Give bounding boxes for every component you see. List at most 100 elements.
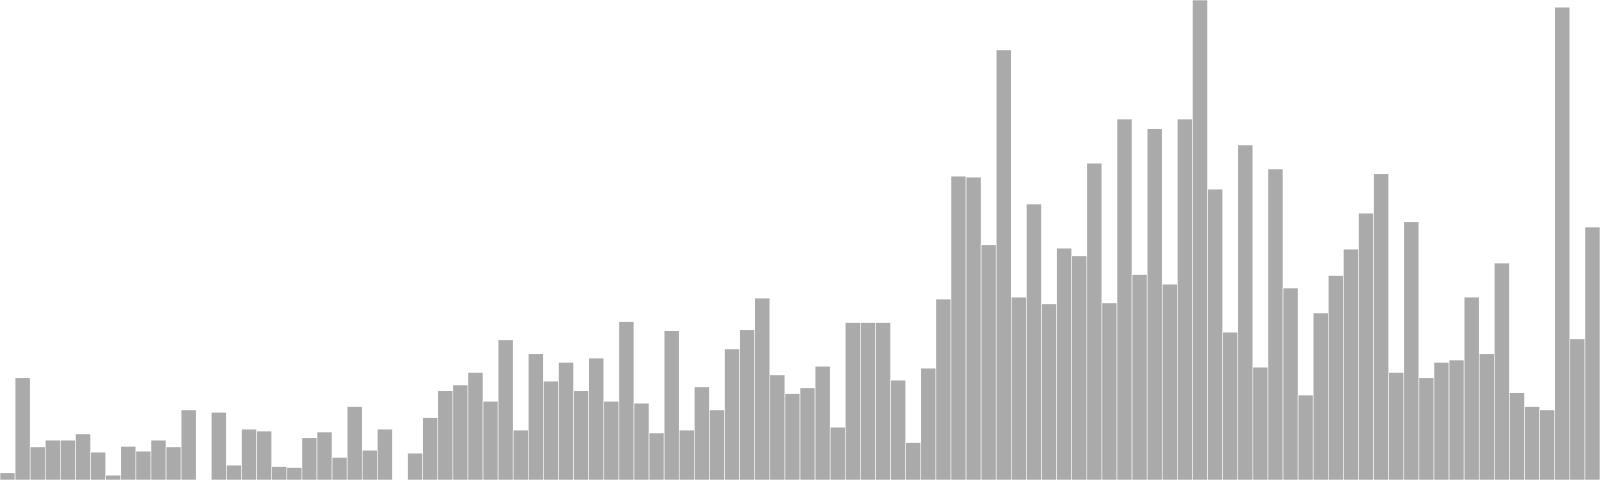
bar-45 xyxy=(663,330,680,480)
bar-52 xyxy=(769,374,786,480)
bar-18 xyxy=(256,430,272,480)
bar-29 xyxy=(422,417,439,480)
bar-44 xyxy=(648,432,665,480)
bar-96 xyxy=(1433,362,1450,480)
bar-105 xyxy=(1569,338,1586,480)
bar-54 xyxy=(799,387,816,480)
bar-65 xyxy=(965,176,982,480)
bar-25 xyxy=(361,449,378,480)
bar-33 xyxy=(482,400,499,480)
bar-19 xyxy=(271,466,288,480)
bar-13 xyxy=(180,409,197,480)
bar-85 xyxy=(1267,168,1284,480)
bar-70 xyxy=(1041,303,1057,480)
bar-35 xyxy=(512,429,529,480)
bar-66 xyxy=(980,244,997,480)
bar-20 xyxy=(286,467,303,480)
bar-106 xyxy=(1584,226,1600,480)
bar-46 xyxy=(678,429,695,480)
bar-78 xyxy=(1161,283,1178,480)
bar-93 xyxy=(1388,372,1405,480)
bar-82 xyxy=(1222,331,1239,480)
bar-81 xyxy=(1207,188,1223,480)
bar-94 xyxy=(1403,221,1420,480)
bar-75 xyxy=(1116,118,1133,480)
bar-49 xyxy=(724,348,740,480)
bar-72 xyxy=(1071,255,1088,480)
bar-41 xyxy=(603,400,620,480)
bar-79 xyxy=(1177,118,1193,480)
bar-55 xyxy=(814,365,831,480)
bar-76 xyxy=(1131,274,1148,480)
bar-99 xyxy=(1478,353,1495,480)
bar-50 xyxy=(739,329,756,480)
bar-73 xyxy=(1086,162,1103,480)
bar-69 xyxy=(1026,203,1042,480)
bar-59 xyxy=(875,322,891,480)
bar-8 xyxy=(105,474,122,480)
bar-63 xyxy=(935,298,952,480)
bar-11 xyxy=(150,439,167,480)
bar-17 xyxy=(241,428,257,480)
bar-80 xyxy=(1192,0,1208,480)
bar-83 xyxy=(1237,144,1254,480)
bar-60 xyxy=(890,379,906,480)
bar-64 xyxy=(950,175,967,480)
bar-90 xyxy=(1343,248,1359,480)
bar-24 xyxy=(346,406,363,480)
bar-39 xyxy=(573,390,589,480)
bar-30 xyxy=(437,390,454,480)
bar-51 xyxy=(754,297,771,480)
bar-104 xyxy=(1554,6,1571,480)
bar-38 xyxy=(558,362,574,480)
bar-56 xyxy=(829,426,846,480)
bar-36 xyxy=(527,353,544,480)
bar-100 xyxy=(1494,262,1510,480)
bar-87 xyxy=(1297,394,1314,480)
bar-12 xyxy=(165,446,182,480)
bar-26 xyxy=(377,428,393,480)
bar-28 xyxy=(407,452,423,480)
bar-98 xyxy=(1463,296,1480,480)
bar-4 xyxy=(44,439,61,480)
bar-7 xyxy=(90,451,106,480)
bar-97 xyxy=(1448,359,1465,480)
bar-58 xyxy=(860,322,876,480)
bar-86 xyxy=(1282,287,1299,480)
bar-95 xyxy=(1418,377,1435,480)
bar-74 xyxy=(1101,302,1118,480)
bar-31 xyxy=(452,384,469,480)
bar-103 xyxy=(1539,409,1556,480)
bar-16 xyxy=(226,464,242,480)
bar-2 xyxy=(14,377,31,480)
bar-6 xyxy=(75,433,91,480)
bar-32 xyxy=(467,372,484,480)
bar-57 xyxy=(844,322,861,480)
bar-22 xyxy=(316,431,333,480)
bar-88 xyxy=(1312,312,1329,480)
bar-48 xyxy=(709,409,725,480)
bar-37 xyxy=(543,380,559,480)
bar-77 xyxy=(1146,128,1163,480)
bar-102 xyxy=(1524,406,1540,480)
bar-71 xyxy=(1056,247,1072,480)
bar-42 xyxy=(618,321,635,480)
bar-62 xyxy=(920,367,937,480)
bar-34 xyxy=(497,339,514,480)
bar-68 xyxy=(1011,296,1027,480)
bar-92 xyxy=(1373,173,1389,480)
bar-21 xyxy=(301,437,318,480)
bar-67 xyxy=(995,49,1012,480)
bar-91 xyxy=(1358,212,1374,480)
bar-3 xyxy=(29,446,46,480)
bar-9 xyxy=(120,446,137,480)
bar-43 xyxy=(633,402,650,480)
bar-15 xyxy=(211,412,227,480)
bar-47 xyxy=(694,386,710,480)
bar-101 xyxy=(1509,392,1525,480)
bar-1 xyxy=(0,472,16,480)
bar-5 xyxy=(60,439,76,480)
bar-53 xyxy=(784,393,801,480)
